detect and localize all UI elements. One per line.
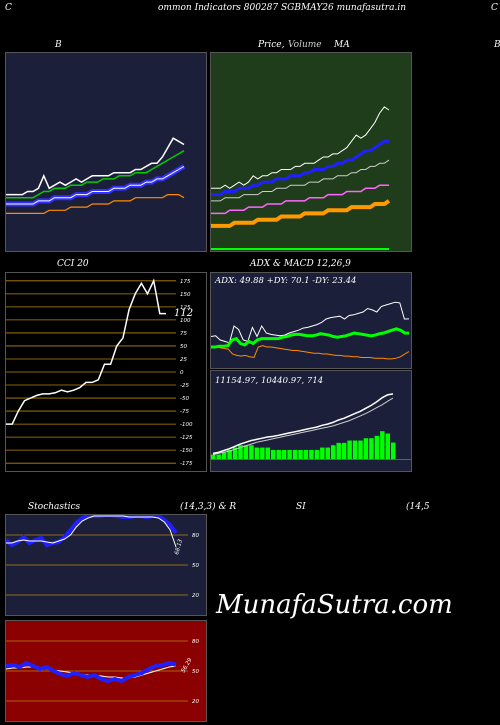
cci-tick-label: -50	[180, 396, 189, 402]
right-edge-title: B	[494, 40, 500, 50]
macd-histogram-bar	[336, 442, 341, 460]
macd-histogram-bar	[271, 449, 276, 460]
macd-histogram-bar	[352, 440, 358, 460]
cci-line	[6, 278, 166, 425]
rsi-tick-label: 50	[192, 669, 199, 675]
stoch-value-label: 68.13	[174, 538, 184, 555]
ma5-line	[211, 139, 389, 197]
macd-signal-line	[212, 397, 394, 456]
macd-histogram-bar	[276, 449, 281, 460]
stoch-d-line	[6, 515, 177, 548]
macd-histogram-bar	[363, 438, 369, 460]
cci-tick-label: 75	[180, 331, 187, 337]
rsi-params: (14,5	[406, 502, 430, 512]
adx-panel: ADX: 49.88 +DY: 70.1 -DY: 23.44	[210, 272, 412, 369]
volume-title: Volume	[288, 40, 322, 50]
cci-title: CCI 20	[57, 259, 89, 269]
cci-tick-label: 25	[180, 357, 187, 363]
bb-lower-line	[6, 194, 185, 214]
macd-histogram-bar	[374, 435, 380, 460]
macd-histogram-bar	[265, 447, 271, 460]
macd-histogram-bar	[358, 440, 363, 460]
ma20-line	[211, 184, 389, 215]
ma50-line	[211, 199, 391, 228]
macd-histogram-bar	[216, 454, 221, 460]
macd-histogram-bar	[232, 447, 238, 460]
macd-histogram-bar	[211, 454, 216, 460]
price-line	[211, 106, 390, 189]
rsi-tick-label: 80	[192, 639, 199, 645]
adx-macd-title: ADX & MACD 12,26,9	[250, 259, 351, 269]
cci-tick-label: 50	[180, 344, 187, 350]
stoch-title: Stochastics	[28, 502, 81, 512]
bb-upper-line	[6, 150, 185, 199]
macd-histogram-bar	[314, 449, 320, 460]
macd-histogram-bar	[347, 440, 352, 460]
stoch-params: (14,3,3) & R	[180, 502, 237, 512]
macd-histogram-bar	[331, 445, 336, 460]
macd-histogram-bar	[298, 449, 303, 460]
rsi-panel: 80 50 20 56.29	[5, 620, 207, 722]
macd-histogram-bar	[254, 447, 260, 460]
macd-histogram-bar	[320, 447, 325, 460]
macd-histogram-bar	[243, 445, 249, 460]
ma10-line	[211, 159, 390, 202]
cci-tick-label: 100	[180, 318, 191, 324]
cci-tick-label: 125	[180, 305, 191, 311]
macd-histogram-bar	[303, 449, 309, 460]
rsi-tick-label: 20	[192, 699, 199, 705]
cci-tick-label: -75	[180, 409, 189, 415]
rsi-title: SI	[296, 502, 306, 512]
watermark: MunafaSutra.com	[216, 590, 453, 620]
macd-line	[212, 393, 394, 455]
macd-histogram-bar	[309, 449, 314, 460]
macd-histogram-bar	[221, 452, 227, 460]
macd-histogram-bar	[369, 438, 374, 460]
adx-line	[211, 327, 410, 349]
macd-histogram-bar	[281, 449, 287, 460]
cci-tick-label: 0	[180, 370, 184, 376]
ma-title: MA	[334, 40, 350, 50]
macd-histogram-bar	[380, 431, 385, 460]
adx-plus-dy-line	[211, 301, 410, 344]
cci-tick-label: -125	[180, 435, 193, 441]
bb-price-line	[6, 137, 185, 196]
stoch-panel: 80 50 20 68.13	[5, 514, 207, 616]
cci-tick-label: -100	[180, 422, 193, 428]
bb-middle-line	[6, 165, 185, 205]
macd-histogram-bar	[287, 449, 292, 460]
macd-histogram-bar	[391, 442, 396, 460]
macd-histogram-bar	[341, 442, 347, 460]
header-title: ommon Indicators 800287 SGBMAY26 munafas…	[158, 3, 406, 13]
bb-title: B	[55, 40, 62, 50]
macd-histogram-bar	[249, 445, 254, 460]
stoch-tick-label: 80	[192, 533, 199, 539]
cci-value-label: 112	[174, 308, 194, 319]
macd-panel: 11154.97, 10440.97, 714	[210, 370, 412, 472]
cci-tick-label: 150	[180, 292, 191, 298]
macd-histogram-bar	[292, 449, 298, 460]
adx-label: ADX: 49.88 +DY: 70.1 -DY: 23.44	[215, 276, 357, 286]
cci-panel: 175 150 125 100 75 50 25 0 -25 -50 -75 -100 -125 -150…	[5, 272, 207, 472]
adx-minus-dy-line	[211, 345, 410, 360]
macd-histogram-bar	[325, 447, 331, 460]
macd-histogram-bar	[227, 449, 232, 460]
rsi-line	[6, 660, 177, 684]
stoch-tick-label: 20	[192, 593, 199, 599]
stoch-tick-label: 50	[192, 563, 199, 569]
cci-tick-label: -150	[180, 448, 193, 454]
cci-tick-label: 175	[180, 279, 191, 285]
cci-tick-label: -175	[180, 461, 193, 467]
macd-histogram-bar	[260, 447, 265, 460]
macd-histogram-bar	[385, 433, 391, 460]
bb-panel	[5, 52, 207, 252]
price-panel	[210, 52, 412, 252]
cci-tick-label: -25	[180, 383, 189, 389]
header-right: C	[491, 3, 498, 13]
price-title: Price,	[258, 40, 285, 50]
header-left: C	[5, 3, 12, 13]
macd-histogram-bar	[238, 445, 243, 460]
macd-label: 11154.97, 10440.97, 714	[215, 376, 324, 386]
